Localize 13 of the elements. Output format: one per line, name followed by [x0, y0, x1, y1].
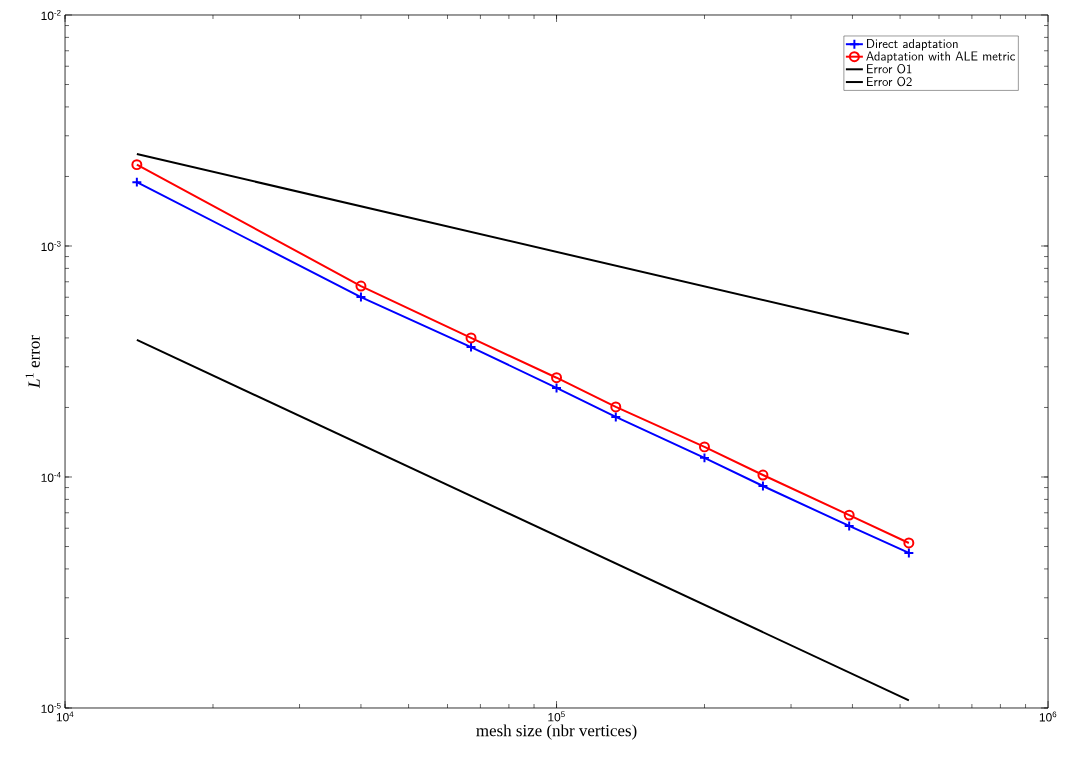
x-tick-label: 10$^{4}$ — [56, 711, 74, 722]
y-axis-title: L$^{1}$ error — [25, 335, 40, 389]
y-tick-label: 10$^{-2}$ — [41, 9, 61, 20]
x-tick-label: 10$^{6}$ — [1039, 711, 1057, 722]
legend-label: Adaptation with ALE metric — [866, 51, 1015, 63]
y-tick-label: 10$^{-4}$ — [41, 472, 61, 482]
x-tick-label: 10$^{5}$ — [548, 711, 565, 722]
legend-label: Error O1 — [867, 63, 912, 74]
x-axis-title: mesh size (nbr vertices) — [476, 724, 637, 740]
legend-label: Error O2 — [867, 76, 912, 87]
legend-label: Direct adaptation — [867, 38, 958, 51]
y-tick-label: 10$^{-3}$ — [41, 240, 61, 251]
y-tick-label: 10$^{-5}$ — [41, 703, 61, 713]
